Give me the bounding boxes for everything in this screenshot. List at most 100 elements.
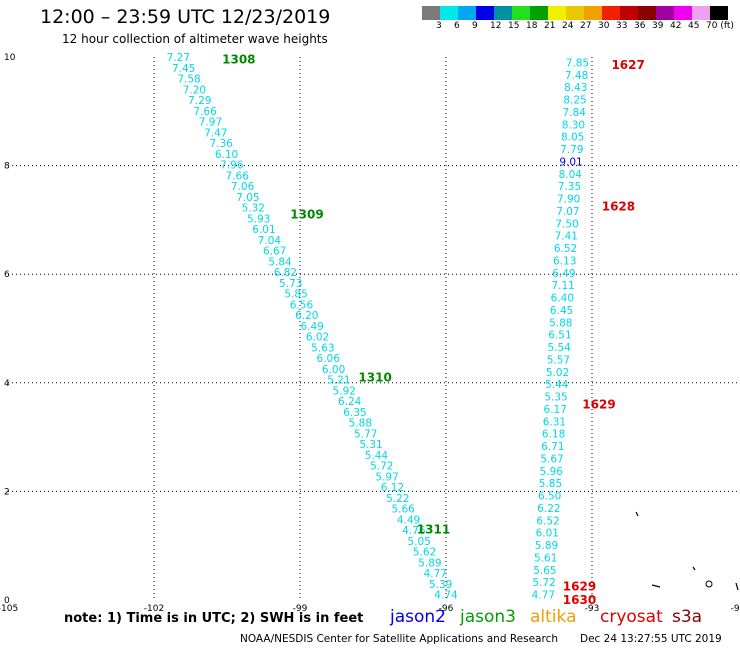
color-scale-swatch [476, 6, 494, 20]
color-scale-swatch [674, 6, 692, 20]
wave-height-value: 6.51 [548, 330, 571, 342]
wave-height-value: 5.89 [418, 557, 441, 569]
wave-height-value: 5.63 [311, 342, 334, 354]
island-outline [705, 580, 713, 588]
wave-height-value: 5.72 [532, 577, 555, 589]
wave-height-value: 6.20 [295, 310, 318, 322]
wave-height-value: 5.44 [365, 450, 389, 462]
wave-height-value: 7.29 [188, 95, 211, 107]
wave-height-value: 5.84 [268, 256, 292, 268]
wave-height-value: 5.73 [279, 278, 302, 290]
wave-height-value: 6.24 [338, 396, 362, 408]
wave-height-value: 6.49 [300, 321, 323, 333]
wave-height-value: 6.49 [552, 268, 575, 280]
wave-height-value: 6.10 [215, 149, 238, 161]
wave-height-value: 6.50 [538, 491, 561, 503]
pass-label: 1630 [563, 593, 596, 607]
color-scale-label: 9 [472, 21, 478, 31]
wave-height-value: 6.01 [536, 528, 559, 540]
wave-height-value: 7.11 [551, 280, 574, 292]
coastline-fragment [635, 511, 639, 517]
color-scale-swatch [710, 6, 728, 20]
wave-height-value: 7.36 [209, 138, 233, 150]
wave-height-value: 5.65 [533, 565, 556, 577]
satellite-name: altika [530, 607, 577, 627]
wave-height-value: 6.31 [543, 416, 566, 428]
pass-label: 1310 [358, 370, 391, 384]
wave-height-value: 5.05 [408, 536, 431, 548]
wave-height-value: 5.77 [354, 428, 377, 440]
coastline-fragment [692, 566, 696, 571]
wave-height-value: 5.92 [333, 385, 356, 397]
color-scale-swatch [656, 6, 674, 20]
color-scale-swatch [548, 6, 566, 20]
wave-height-value: 7.06 [231, 181, 255, 193]
wave-height-value: 8.25 [563, 95, 586, 107]
pass-label: 1629 [582, 398, 615, 412]
x-tick-label: -93 [585, 604, 600, 614]
wave-height-value: 6.01 [252, 224, 275, 236]
wave-height-value: 8.05 [561, 132, 584, 144]
wave-height-value: 5.88 [349, 418, 372, 430]
color-scale-label: 70 (ft) [706, 21, 734, 31]
color-scale-label: 30 [598, 21, 610, 31]
color-scale-label: 21 [544, 21, 556, 31]
color-scale-label: 36 [634, 21, 646, 31]
satellite-name: s3a [672, 607, 703, 627]
wave-height-value: 5.89 [535, 540, 558, 552]
wave-height-value: 5.72 [370, 461, 393, 473]
color-scale-label: 15 [508, 21, 520, 31]
wave-height-value: 7.07 [556, 206, 579, 218]
wave-height-value: 5.32 [242, 203, 265, 215]
footer-note: note: 1) Time is in UTC; 2) SWH is in fe… [64, 611, 364, 626]
wave-height-value: 6.40 [551, 293, 574, 305]
wave-height-value: 7.27 [167, 52, 190, 64]
page-title: 12:00 – 23:59 UTC 12/23/2019 [40, 6, 331, 28]
color-scale-label: 27 [580, 21, 592, 31]
wave-height-value: 8.43 [564, 82, 587, 94]
color-scale-swatch [584, 6, 602, 20]
wave-height-value: 7.96 [220, 160, 244, 172]
wave-height-value: 7.58 [177, 74, 200, 86]
wave-height-value: 7.66 [226, 170, 250, 182]
wave-height-value: 7.20 [183, 84, 206, 96]
coastline-fragment [735, 582, 739, 591]
wave-height-value: 4.76 [402, 525, 426, 537]
wave-height-value: 5.93 [247, 213, 270, 225]
wave-height-value: 4.77 [424, 568, 447, 580]
color-scale-swatch [638, 6, 656, 20]
wave-height-value: 7.85 [566, 57, 589, 69]
wave-height-value: 7.84 [563, 107, 587, 119]
x-tick-label: -105 [0, 604, 18, 614]
wave-height-value: 4.77 [532, 590, 555, 602]
wave-height-value: 5.97 [375, 471, 398, 483]
wave-height-value: 5.96 [540, 466, 564, 478]
color-scale-label: 3 [436, 21, 442, 31]
color-scale-swatch [458, 6, 476, 20]
wave-height-value: 6.67 [263, 246, 286, 258]
wave-height-value: 6.22 [537, 503, 560, 515]
wave-height-value: 5.88 [549, 317, 572, 329]
wave-height-value: 5.66 [391, 504, 415, 516]
color-scale-label: 24 [562, 21, 574, 31]
color-scale-label: 6 [454, 21, 460, 31]
pass-label: 1628 [602, 199, 635, 213]
y-tick-label: 8 [4, 162, 10, 172]
wave-height-value: 6.52 [536, 515, 559, 527]
wave-height-value: 8.30 [562, 119, 585, 131]
wave-height-value: 6.17 [544, 404, 567, 416]
color-scale-swatch [530, 6, 548, 20]
satellite-name: jason2 [390, 607, 446, 627]
color-scale-label: 45 [688, 21, 700, 31]
color-scale-swatch [692, 6, 710, 20]
wave-height-value: 6.12 [381, 482, 404, 494]
pass-label: 1308 [222, 53, 255, 67]
pass-label: 1627 [611, 58, 644, 72]
wave-height-value: 5.85 [539, 478, 562, 490]
pass-label: 1309 [290, 207, 323, 221]
y-tick-label: 2 [4, 487, 10, 497]
x-tick-label: -90 [731, 604, 740, 614]
color-scale-swatch [422, 6, 440, 20]
